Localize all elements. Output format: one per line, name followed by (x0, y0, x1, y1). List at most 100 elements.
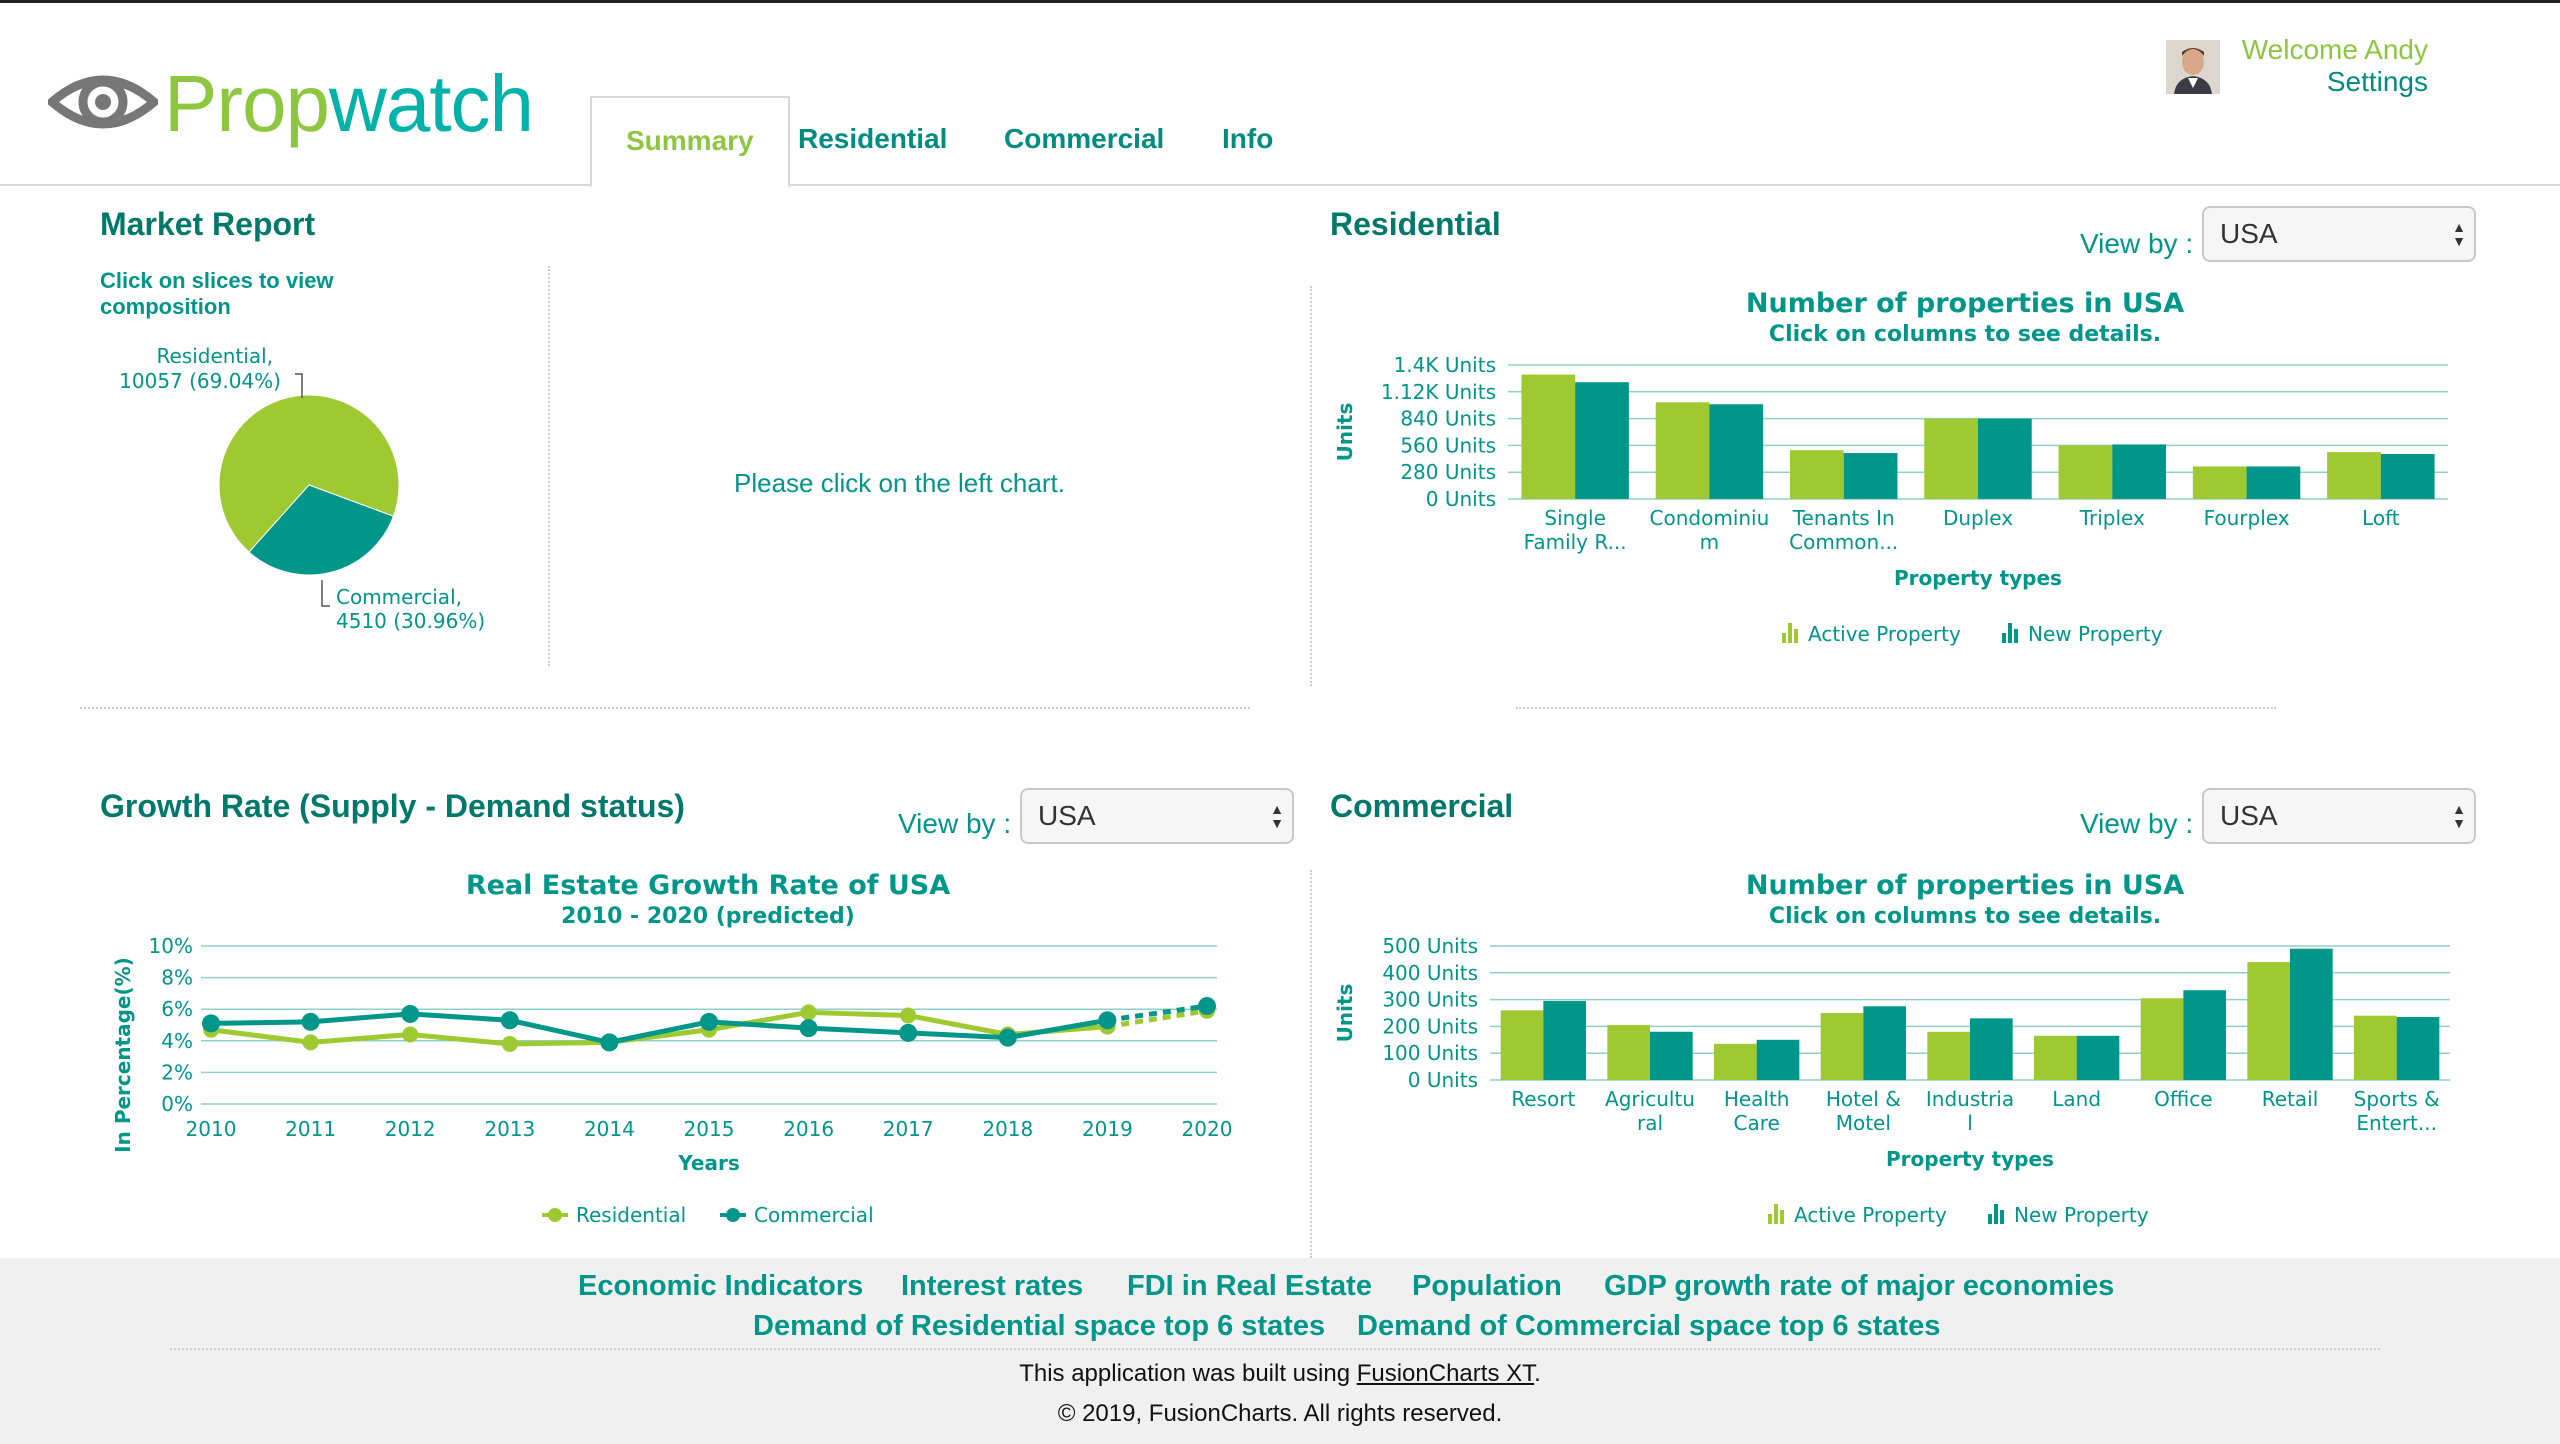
footer-link-gdp[interactable]: GDP growth rate of major economies (1604, 1270, 2115, 1302)
logo[interactable]: Propwatch (45, 59, 534, 156)
brand-part2: watch (328, 59, 534, 148)
bar-new[interactable] (1543, 1000, 1586, 1080)
bar-new[interactable] (1978, 418, 2032, 499)
legend-bar-icon (1780, 1210, 1784, 1224)
legend-item-active[interactable]: Active Property (1768, 1203, 1947, 1227)
y-tick-label: 1.4K Units (1394, 353, 1496, 377)
settings-link[interactable]: Settings (2326, 66, 2428, 97)
data-point-commercial[interactable] (500, 1011, 519, 1030)
footer-link-interest-rates[interactable]: Interest rates (901, 1270, 1084, 1302)
bar-new[interactable] (1843, 453, 1898, 499)
bar-active[interactable] (1924, 418, 1978, 499)
bar-new[interactable] (1575, 382, 1629, 499)
fusioncharts-link[interactable]: FusionCharts XT (1356, 1360, 1535, 1387)
series-line-commercial[interactable] (210, 1011, 1108, 1045)
bar-new[interactable] (2246, 466, 2301, 499)
x-tick-label: ral (1637, 1111, 1663, 1135)
bar-active[interactable] (2140, 998, 2184, 1080)
bar-active[interactable] (2327, 452, 2381, 499)
bar-new[interactable] (2112, 444, 2166, 499)
data-point-commercial[interactable] (401, 1004, 420, 1023)
data-point-commercial[interactable] (600, 1033, 619, 1052)
legend-item-new[interactable]: New Property (2002, 622, 2163, 646)
footer-link-economic-indicators[interactable]: Economic Indicators (578, 1270, 864, 1302)
tab-summary[interactable]: Summary (590, 96, 790, 188)
footer-link-residential-demand[interactable]: Demand of Residential space top 6 states (753, 1310, 1326, 1342)
data-point-residential[interactable] (501, 1035, 518, 1052)
pie-slice-residential[interactable] (218, 394, 400, 553)
bar-new[interactable] (1709, 404, 1764, 499)
bar-new[interactable] (1756, 1039, 1800, 1080)
data-point-residential[interactable] (800, 1004, 817, 1021)
legend-bar-icon (2008, 623, 2012, 643)
tab-info[interactable]: Info (1222, 123, 1274, 154)
tab-residential[interactable]: Residential (798, 123, 948, 154)
select-arrows-icon: ▲ ▼ (1270, 801, 1284, 831)
residential-viewby-select[interactable]: USA ▲ ▼ (2202, 206, 2476, 262)
pie-slice-commercial[interactable] (248, 484, 395, 576)
legend-item-active[interactable]: Active Property (1782, 622, 1961, 646)
bar-new[interactable] (2396, 1017, 2440, 1080)
bar-new[interactable] (1863, 1006, 1906, 1080)
bar-active[interactable] (2354, 1015, 2397, 1080)
bar-new[interactable] (1970, 1018, 2013, 1080)
x-tick-label: 2011 (285, 1117, 336, 1141)
series-line-residential[interactable] (210, 1009, 1108, 1047)
footer-link-population[interactable]: Population (1412, 1270, 1562, 1302)
legend-label: Commercial (754, 1203, 874, 1227)
bar-new[interactable] (2290, 948, 2333, 1080)
legend-label: Active Property (1808, 622, 1961, 646)
legend-item-new[interactable]: New Property (1988, 1203, 2149, 1227)
avatar[interactable] (2166, 40, 2220, 94)
tab-commercial[interactable]: Commercial (1004, 123, 1165, 154)
bar-new[interactable] (2183, 990, 2226, 1080)
bar-active[interactable] (2058, 445, 2113, 499)
footer-link-commercial-demand[interactable]: Demand of Commercial space top 6 states (1357, 1310, 1941, 1342)
legend-item-residential[interactable]: Residential (542, 1203, 686, 1227)
data-point-residential[interactable] (302, 1034, 319, 1051)
data-point-commercial[interactable] (1098, 1011, 1117, 1030)
data-point-commercial[interactable] (899, 1023, 918, 1042)
y-tick-label: 0% (161, 1092, 193, 1116)
built-with-note: This application was built using FusionC… (0, 1360, 2560, 1388)
bar-active[interactable] (1714, 1043, 1757, 1080)
data-point-commercial[interactable] (998, 1028, 1017, 1047)
legend-bar-icon (1794, 629, 1798, 643)
bar-active[interactable] (1820, 1013, 1864, 1080)
data-point-commercial[interactable] (799, 1019, 818, 1038)
data-point-commercial[interactable] (301, 1012, 320, 1031)
bar-active[interactable] (1500, 1010, 1544, 1080)
pie-value-commercial: 4510 (30.96%) (336, 609, 485, 633)
bar-active[interactable] (2192, 466, 2247, 499)
growth-line-chart[interactable]: 0% 2% 4% 6% 8% 10% In Percentage(%) 2010 2011 201… (100, 920, 1300, 1240)
legend-item-commercial[interactable]: Commercial (720, 1203, 874, 1227)
bar-active[interactable] (1790, 450, 1844, 499)
data-point-residential[interactable] (402, 1026, 419, 1043)
bar-active[interactable] (1655, 402, 1710, 499)
market-pie-chart[interactable]: Residential, 10057 (69.04%) Commercial, … (80, 330, 540, 650)
x-tick-label: Fourplex (2204, 506, 2290, 530)
footer-link-fdi[interactable]: FDI in Real Estate (1127, 1270, 1372, 1302)
data-point-commercial[interactable] (1198, 997, 1216, 1016)
commercial-chart-title: Number of properties in USA (1745, 870, 2185, 901)
series-predicted-line-commercial[interactable] (1107, 1003, 1208, 1023)
data-point-commercial[interactable] (202, 1014, 220, 1033)
bar-active[interactable] (1927, 1031, 1970, 1080)
bar-new[interactable] (1650, 1031, 1693, 1080)
residential-viewby-label: View by : (2080, 228, 2194, 259)
bar-new[interactable] (2076, 1035, 2120, 1080)
x-tick-label: Resort (1511, 1087, 1575, 1111)
bar-active[interactable] (1607, 1025, 1650, 1080)
data-point-commercial[interactable] (700, 1012, 718, 1031)
bar-new[interactable] (2380, 454, 2435, 499)
series-predicted-line-residential[interactable] (1107, 1008, 1208, 1030)
bar-active[interactable] (2034, 1035, 2077, 1080)
bar-active[interactable] (1521, 374, 1576, 499)
commercial-viewby-label: View by : (2080, 808, 2194, 839)
commercial-viewby-select[interactable]: USA ▲ ▼ (2202, 788, 2476, 844)
growth-viewby-select[interactable]: USA ▲ ▼ (1020, 788, 1294, 844)
bar-active[interactable] (2247, 962, 2290, 1080)
data-point-residential[interactable] (900, 1007, 917, 1024)
